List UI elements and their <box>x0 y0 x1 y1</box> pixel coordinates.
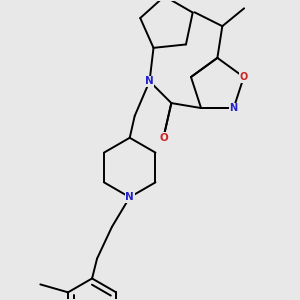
Text: N: N <box>125 192 134 202</box>
Text: N: N <box>230 103 238 113</box>
Text: O: O <box>159 133 168 143</box>
Text: O: O <box>240 72 248 82</box>
Text: N: N <box>145 76 154 86</box>
